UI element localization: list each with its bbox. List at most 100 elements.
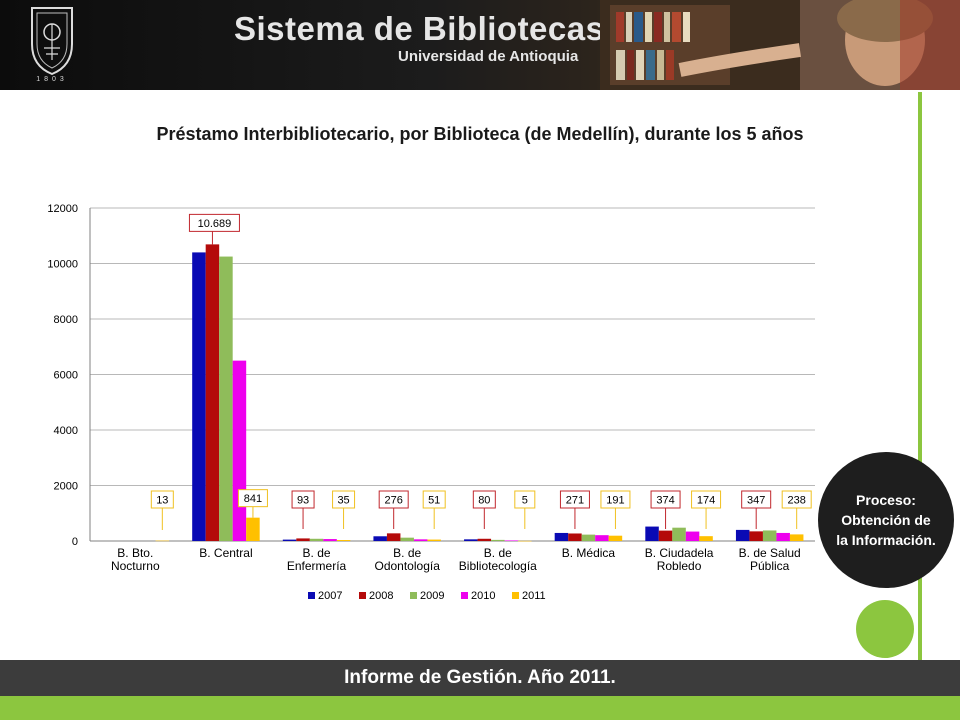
callout-2011-label: 174 — [697, 495, 715, 507]
callout-2008-box — [650, 490, 681, 509]
callout-2008-label: 271 — [566, 495, 584, 507]
category-label: Nocturno — [111, 559, 160, 573]
bar-2008-5 — [568, 533, 582, 541]
category-label: B. Ciudadela — [645, 546, 714, 560]
bar-2007-6 — [645, 526, 659, 541]
category-label: B. Bto. — [117, 546, 153, 560]
category-label: B. de — [484, 546, 512, 560]
bar-2011-1 — [246, 517, 260, 541]
callout-2008-label: 10.689 — [198, 218, 232, 230]
category-label: Robledo — [657, 559, 702, 573]
bar-2007-2 — [282, 539, 297, 541]
bar-2009-4 — [491, 539, 505, 541]
bar-2008-2 — [296, 538, 310, 541]
bar-chart: 0 2000 4000 6000 8000 10000 12000 B. Bto.Noctur… — [47, 203, 815, 602]
process-badge: Proceso: Obtención de la Información. — [818, 452, 954, 588]
header-subtitle: Universidad de Antioquia — [398, 48, 579, 65]
bar-2009-5 — [581, 534, 596, 541]
bar-2007-7 — [735, 529, 750, 541]
process-line-1: Proceso: — [856, 492, 916, 508]
bar-2010-1 — [232, 360, 247, 541]
footer-text: Informe de Gestión. Año 2011. — [344, 667, 616, 688]
callout-2011-label: 191 — [606, 495, 624, 507]
bar-2011-7 — [789, 534, 804, 541]
bar-2010-3 — [413, 539, 428, 541]
category-label: Odontología — [374, 559, 440, 573]
callout-2011-box — [600, 490, 631, 509]
footer-bar — [0, 660, 960, 696]
bar-2007-1 — [192, 252, 206, 541]
legend-swatch-2011 — [512, 592, 519, 599]
y-tick-label: 6000 — [54, 370, 78, 382]
legend-label-2011: 2011 — [522, 590, 546, 602]
bar-2010-6 — [685, 531, 700, 541]
header-banner: 1803 Sistema de Bibliotecas Universidad … — [0, 0, 960, 90]
bar-2011-2 — [336, 540, 351, 541]
category-label: B. Central — [199, 546, 252, 560]
bar-2010-2 — [323, 539, 337, 541]
bar-2009-2 — [309, 538, 324, 541]
callout-2011-box — [781, 490, 812, 509]
bar-2011-3 — [427, 539, 441, 541]
callout-2011-box — [422, 490, 446, 509]
callout-2008-label: 276 — [385, 495, 403, 507]
bar-2010-5 — [595, 535, 609, 541]
callout-2008-label: 347 — [747, 495, 765, 507]
bar-2009-6 — [672, 527, 686, 541]
callout-2008-box — [559, 490, 590, 509]
y-tick-label: 12000 — [47, 203, 78, 215]
callout-2011-box — [332, 490, 356, 509]
callout-2011-box — [237, 489, 268, 508]
category-label: B. Médica — [562, 546, 616, 560]
callout-2011-label: 35 — [337, 495, 349, 507]
callout-2008-label: 93 — [297, 495, 309, 507]
process-badge-text: Proceso: Obtención de la Información. — [826, 490, 946, 550]
legend-label-2008: 2008 — [369, 590, 393, 602]
bar-2009-7 — [762, 530, 777, 541]
category-label: B. de — [393, 546, 421, 560]
bar-2008-6 — [658, 530, 673, 541]
y-tick-label: 2000 — [54, 481, 78, 493]
bar-2007-5 — [554, 532, 569, 541]
decorative-green-circle — [856, 600, 914, 658]
callout-2011-box — [150, 490, 174, 509]
bar-2010-7 — [776, 532, 790, 541]
library-photo — [600, 0, 960, 90]
callout-2011-box — [514, 490, 536, 509]
callout-2008-label: 80 — [478, 495, 490, 507]
y-tick-label: 8000 — [54, 314, 78, 326]
callout-2011-label: 5 — [522, 495, 528, 507]
bar-2010-4 — [504, 540, 519, 541]
bar-2011-4 — [518, 540, 532, 542]
footer-green-band — [0, 696, 960, 720]
seal-year: 1803 — [36, 76, 68, 83]
process-line-3: la Información. — [836, 532, 936, 548]
legend-swatch-2009 — [410, 592, 417, 599]
legend-swatch-2008 — [359, 592, 366, 599]
callout-2008-box — [378, 490, 409, 509]
callout-2011-label: 13 — [156, 495, 168, 507]
callout-2011-label: 841 — [244, 493, 262, 505]
category-label: Pública — [750, 559, 790, 573]
legend-label-2009: 2009 — [420, 590, 444, 602]
callout-2008-box — [188, 213, 240, 232]
category-label: Bibliotecología — [459, 559, 537, 573]
header-title: Sistema de Bibliotecas — [234, 10, 605, 47]
legend-label-2010: 2010 — [471, 590, 495, 602]
y-tick-label: 0 — [72, 536, 78, 548]
bar-2007-3 — [373, 536, 387, 541]
callout-2011-label: 238 — [788, 495, 806, 507]
legend-swatch-2007 — [308, 592, 315, 599]
bar-2011-5 — [608, 535, 623, 541]
callout-2011-label: 51 — [428, 495, 440, 507]
legend-swatch-2010 — [461, 592, 468, 599]
bar-2007-4 — [464, 539, 478, 541]
category-label: B. de Salud — [739, 546, 801, 560]
process-line-2: Obtención de — [841, 512, 931, 528]
callout-2008-box — [472, 490, 496, 509]
bar-2008-7 — [749, 531, 763, 541]
callout-2008-box — [291, 490, 315, 509]
callout-2008-box — [741, 490, 772, 509]
category-label: Enfermería — [287, 559, 347, 573]
bar-2008-4 — [477, 538, 492, 541]
